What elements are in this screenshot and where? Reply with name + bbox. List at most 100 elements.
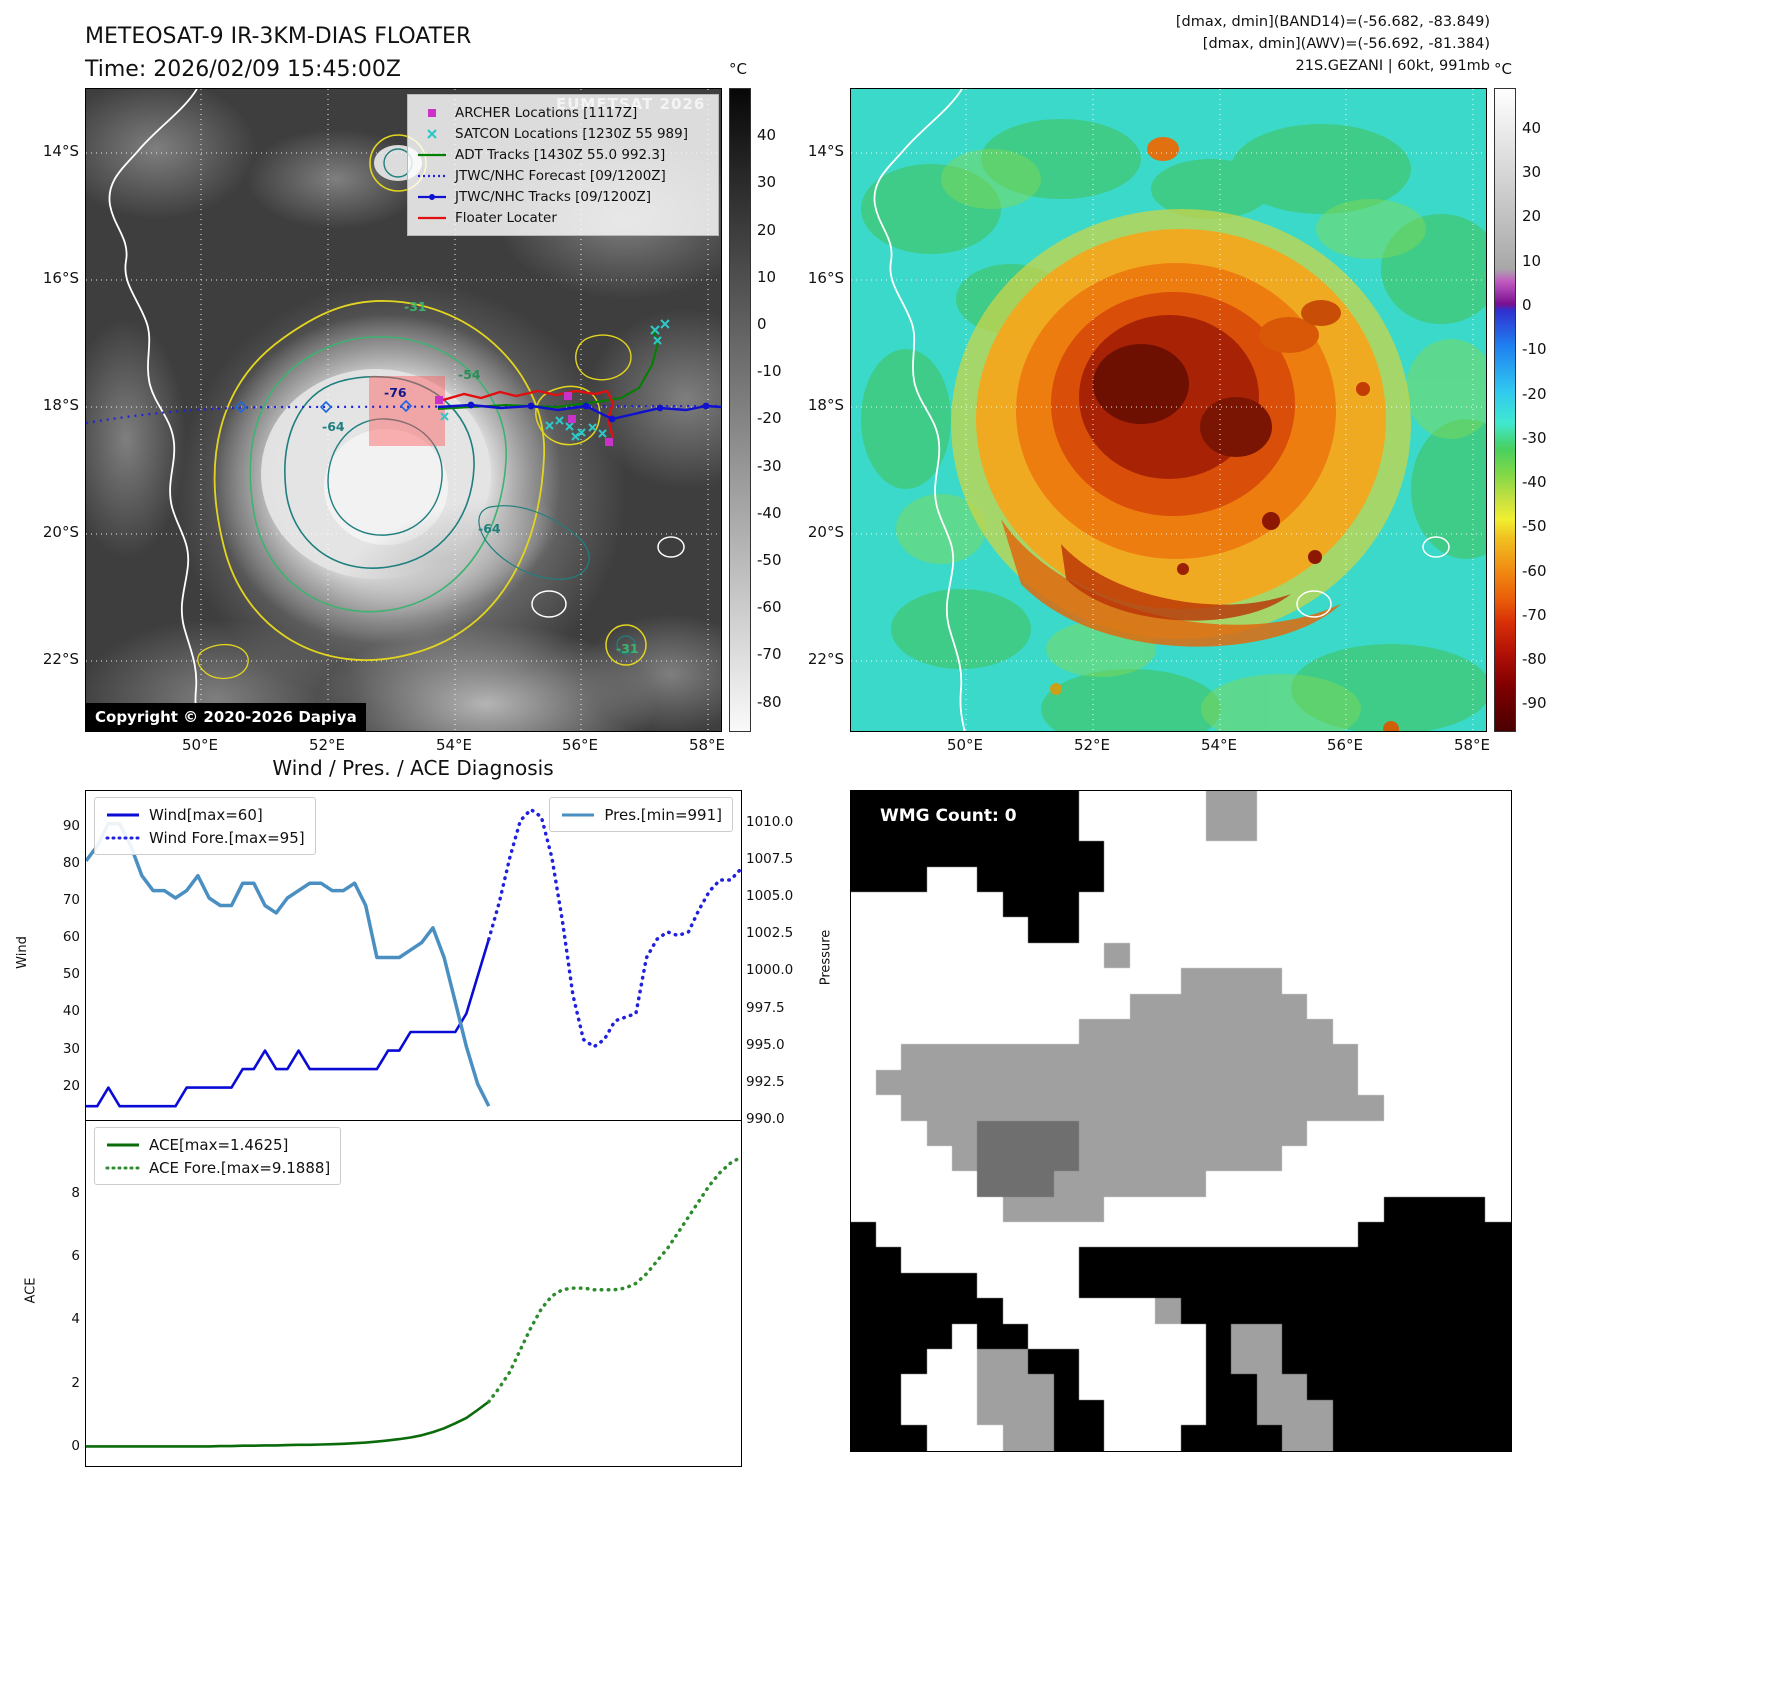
axis-tick: 995.0 [746, 1037, 785, 1053]
awv-stats: [dmax, dmin](AWV)=(-56.692, -81.384) [1202, 35, 1490, 52]
legend-item: Wind Fore.[max=95] [105, 826, 305, 849]
axis-tick: 1000.0 [746, 962, 794, 978]
colorbar-tick: 40 [757, 126, 777, 144]
lat-tick: 18°S [42, 396, 79, 414]
colorbar-tick: -70 [757, 645, 782, 663]
pressure-legend: Pres.[min=991] [549, 797, 733, 832]
axis-tick: 0 [71, 1438, 80, 1454]
axis-tick: 990.0 [746, 1111, 785, 1127]
legend-item: Floater Locater [417, 207, 709, 228]
panel1-title-block: METEOSAT-9 IR-3KM-DIAS FLOATER Time: 202… [85, 20, 471, 86]
lat-tick: 18°S [807, 396, 844, 414]
ir-color-map [850, 88, 1487, 732]
colorbar-tick: -20 [1522, 385, 1547, 403]
pressure-axis-label: Pressure [818, 929, 834, 986]
colorbar-tick: -50 [757, 551, 782, 569]
colorbar-tick: -40 [757, 504, 782, 522]
legend-label: JTWC/NHC Tracks [09/1200Z] [455, 188, 652, 205]
contour-label: -54 [458, 367, 481, 382]
axis-tick: 50 [62, 966, 80, 982]
contour-label: -31 [616, 641, 639, 656]
colorbar-tick: 20 [757, 221, 777, 239]
legend-label: ACE Fore.[max=9.1888] [149, 1158, 331, 1177]
legend-item: JTWC/NHC Tracks [09/1200Z] [417, 186, 709, 207]
legend-label: ACE[max=1.4625] [149, 1135, 289, 1154]
island-outline [1296, 590, 1332, 618]
ace-chart: ACE[max=1.4625] ACE Fore.[max=9.1888] [85, 1120, 743, 1467]
lon-tick: 56°E [561, 736, 599, 754]
colorbar-tick: -30 [757, 457, 782, 475]
colorbar-tick: 0 [757, 315, 767, 333]
legend-item: SATCON Locations [1230Z 55 989] [417, 123, 709, 144]
lon-tick: 50°E [181, 736, 219, 754]
forecast-points [234, 399, 413, 414]
track-points [467, 401, 710, 423]
coastline [873, 89, 966, 731]
colorbar-tick: 0 [1522, 296, 1532, 314]
solid-line-marker-icon [107, 1143, 139, 1146]
legend-label: Wind[max=60] [149, 805, 263, 824]
colorbar-unit: °C [1494, 60, 1512, 78]
storm-id: 21S.GEZANI | 60kt, 991mb [1295, 57, 1491, 74]
colorbar-tick: -60 [1522, 562, 1547, 580]
colorbar-tick: -60 [757, 598, 782, 616]
wind-pressure-chart: Wind[max=60] Wind Fore.[max=95] Pres.[min… [84, 790, 743, 1122]
legend-item: JTWC/NHC Forecast [09/1200Z] [417, 165, 709, 186]
ace-axis-label: ACE [23, 1277, 39, 1304]
contour-label: -76 [384, 385, 407, 400]
jtwc-forecast-line [86, 404, 721, 425]
axis-tick: 1002.5 [746, 925, 794, 941]
ace-legend: ACE[max=1.4625] ACE Fore.[max=9.1888] [94, 1127, 342, 1185]
contour-label: -64 [322, 419, 345, 434]
legend-item: Wind[max=60] [105, 803, 305, 826]
enhanced-ir-image [851, 89, 1486, 731]
band14-stats: [dmax, dmin](BAND14)=(-56.682, -83.849) [1175, 14, 1490, 30]
legend-label: Pres.[min=991] [604, 805, 722, 824]
dotted-marker-icon [418, 174, 446, 177]
lat-tick: 14°S [42, 142, 79, 160]
track-overlays [86, 319, 721, 446]
axis-tick: 20 [62, 1078, 80, 1094]
series-line [86, 938, 491, 1108]
lon-tick: 58°E [1453, 736, 1491, 754]
legend-label: Floater Locater [455, 209, 557, 226]
ir-grayscale-map: EUMETSAT 2026 ARCHER Locations [1117Z]SA… [85, 88, 722, 732]
dotted-line-marker-icon [105, 1166, 141, 1169]
legend-label: ARCHER Locations [1117Z] [455, 104, 638, 121]
lat-tick: 16°S [42, 269, 79, 287]
lon-tick: 54°E [1200, 736, 1238, 754]
lon-tick: 52°E [1073, 736, 1111, 754]
colorbar-tick: -10 [1522, 340, 1547, 358]
axis-tick: 2 [71, 1375, 80, 1391]
solid-line-marker-icon [562, 813, 595, 816]
line-dot-marker-icon [418, 193, 446, 200]
series-line [487, 807, 743, 1049]
legend-item: ARCHER Locations [1117Z] [417, 102, 709, 123]
island-outline [657, 536, 685, 558]
axis-tick: 60 [62, 929, 80, 945]
contour-label: -64 [478, 521, 501, 536]
diagnosis-title: Wind / Pres. / ACE Diagnosis [272, 756, 554, 780]
colorbar-tick: 40 [1522, 119, 1542, 137]
legend-label: Wind Fore.[max=95] [149, 828, 305, 847]
island-outline [531, 590, 567, 618]
axis-tick: 4 [71, 1311, 80, 1327]
axis-tick: 8 [71, 1185, 80, 1201]
lon-tick: 56°E [1326, 736, 1364, 754]
lat-tick: 22°S [807, 650, 844, 668]
copyright: Copyright © 2020-2026 Dapiya [86, 703, 366, 731]
colorbar-tick: -20 [757, 409, 782, 427]
colorbar-tick: 10 [1522, 252, 1542, 270]
lat-tick: 16°S [807, 269, 844, 287]
archer-markers [435, 392, 613, 446]
colorbar-tick: 30 [1522, 163, 1542, 181]
temperature-contours [197, 134, 647, 680]
axis-tick: 992.5 [746, 1074, 785, 1090]
line-marker-icon [418, 153, 446, 156]
axis-tick: 6 [71, 1248, 80, 1264]
x-marker-icon [427, 128, 437, 139]
wind-pressure-plot [84, 807, 743, 1108]
axis-tick: 1010.0 [746, 814, 794, 830]
wmg-panel: WMG Count: 0 [850, 790, 1512, 1452]
